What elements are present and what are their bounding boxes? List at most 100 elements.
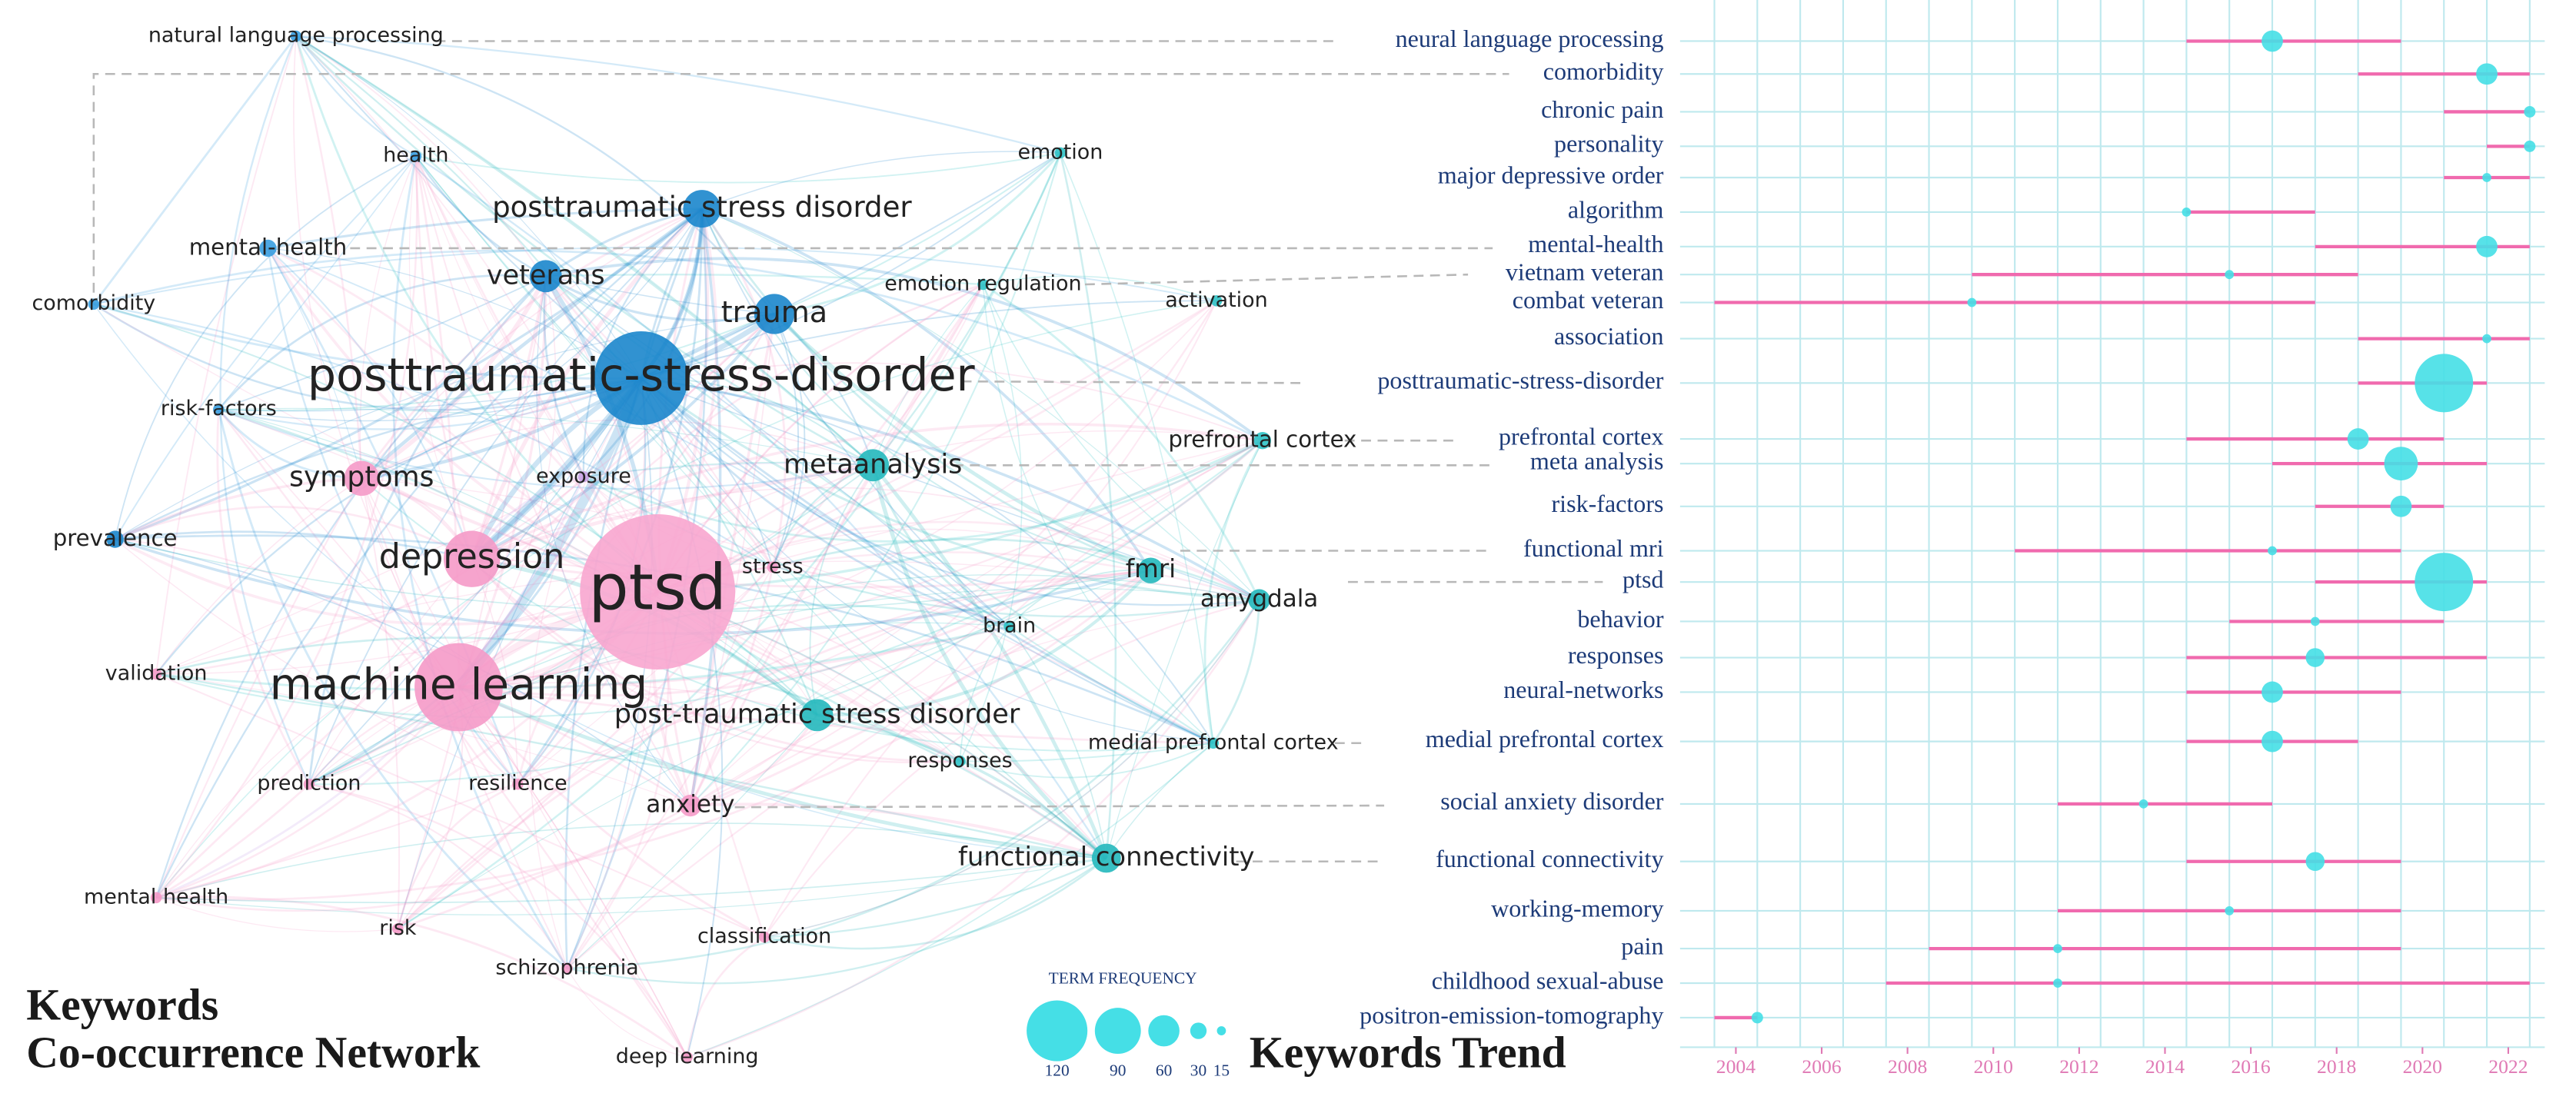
peak-dot [2261, 30, 2283, 52]
edge [397, 570, 1151, 930]
edge [155, 477, 363, 899]
edge [871, 464, 1010, 628]
edge [267, 248, 473, 560]
node-label: anxiety [646, 791, 734, 819]
edge [308, 377, 642, 785]
edge [458, 313, 775, 688]
x-tick-label: 2010 [1974, 1055, 2013, 1078]
edge [544, 208, 703, 277]
edge [689, 566, 774, 806]
peak-dot [1751, 1012, 1763, 1024]
edge [93, 303, 642, 411]
edge [114, 537, 658, 626]
keyword-label: prefrontal cortex [1499, 422, 1663, 450]
edge [657, 551, 1260, 601]
edge [583, 439, 1263, 543]
peak-dot [2053, 978, 2062, 988]
edge [566, 284, 984, 969]
legend-label: 120 [1045, 1061, 1070, 1079]
x-tick-label: 2020 [2403, 1055, 2442, 1078]
edge [458, 682, 817, 716]
edge [471, 557, 1151, 589]
node-label: stress [742, 554, 804, 578]
node [414, 643, 503, 732]
node [683, 190, 721, 228]
edge [641, 300, 1217, 379]
legend-circle [1216, 1026, 1226, 1035]
edge [817, 713, 1107, 859]
edge [155, 35, 297, 675]
edge [361, 208, 703, 480]
edge [93, 304, 1107, 859]
edge [398, 570, 1151, 929]
node-label: resilience [468, 772, 567, 796]
edge [959, 284, 1023, 762]
edge [218, 377, 642, 430]
edge [764, 600, 1260, 938]
edge [701, 208, 1010, 627]
edge [543, 276, 585, 477]
peak-dot [2182, 208, 2192, 217]
edge [870, 464, 1108, 860]
edge [960, 742, 1213, 762]
edge [295, 35, 1061, 154]
node-label: health [383, 144, 448, 168]
legend-label: 60 [1156, 1061, 1172, 1079]
connectors [92, 40, 1603, 863]
edge [115, 530, 472, 560]
edge [458, 283, 983, 688]
edge [359, 155, 417, 479]
edge [397, 377, 642, 929]
node [857, 449, 890, 482]
edge [156, 570, 1152, 901]
node-label: post-traumatic stress disorder [614, 699, 1020, 729]
edge [361, 478, 518, 785]
peak-dot [2347, 428, 2369, 450]
edge [458, 440, 1263, 689]
edge [583, 461, 874, 478]
peak-dot [2138, 799, 2148, 809]
node-label: emotion [1017, 140, 1103, 164]
edge [566, 570, 1151, 969]
node [800, 699, 834, 732]
keyword-label: functional mri [1523, 534, 1664, 562]
node-label: schizophrenia [495, 955, 638, 979]
edge [771, 314, 800, 568]
edge [218, 275, 547, 410]
node [1207, 737, 1219, 749]
node [529, 260, 562, 293]
edge [361, 478, 401, 929]
node-label: validation [105, 661, 208, 685]
node-label: exposure [536, 464, 631, 488]
node-label: symptoms [289, 460, 434, 493]
edge [115, 538, 460, 688]
edge [567, 714, 817, 969]
edge [218, 408, 874, 490]
edge [268, 248, 642, 379]
node [443, 530, 501, 587]
edge [458, 276, 557, 688]
node [577, 470, 590, 483]
edge [657, 300, 1217, 593]
node-label: deep learning [616, 1045, 759, 1068]
connector [734, 804, 1385, 809]
keyword-label: neural-networks [1503, 676, 1663, 703]
node [594, 331, 688, 425]
edge [414, 155, 547, 277]
edge [267, 248, 362, 479]
edge [155, 591, 658, 899]
edge [361, 478, 688, 1058]
edge [772, 538, 1260, 601]
keyword-label: neural language processing [1396, 25, 1664, 52]
edge [218, 377, 641, 412]
node [1210, 295, 1223, 307]
edge [771, 314, 806, 568]
node-label: veterans [487, 260, 605, 291]
edge [218, 408, 362, 480]
trend-chart: 2004 2006 2008 2010 2012 2014 2016 2018 2020 2022… [1027, 0, 2545, 1079]
edge [114, 155, 417, 540]
edge [295, 35, 658, 593]
node-label: fmri [1126, 554, 1176, 583]
edge [308, 783, 568, 969]
edge [397, 276, 547, 929]
